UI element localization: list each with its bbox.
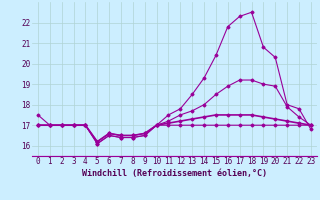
X-axis label: Windchill (Refroidissement éolien,°C): Windchill (Refroidissement éolien,°C) (82, 169, 267, 178)
